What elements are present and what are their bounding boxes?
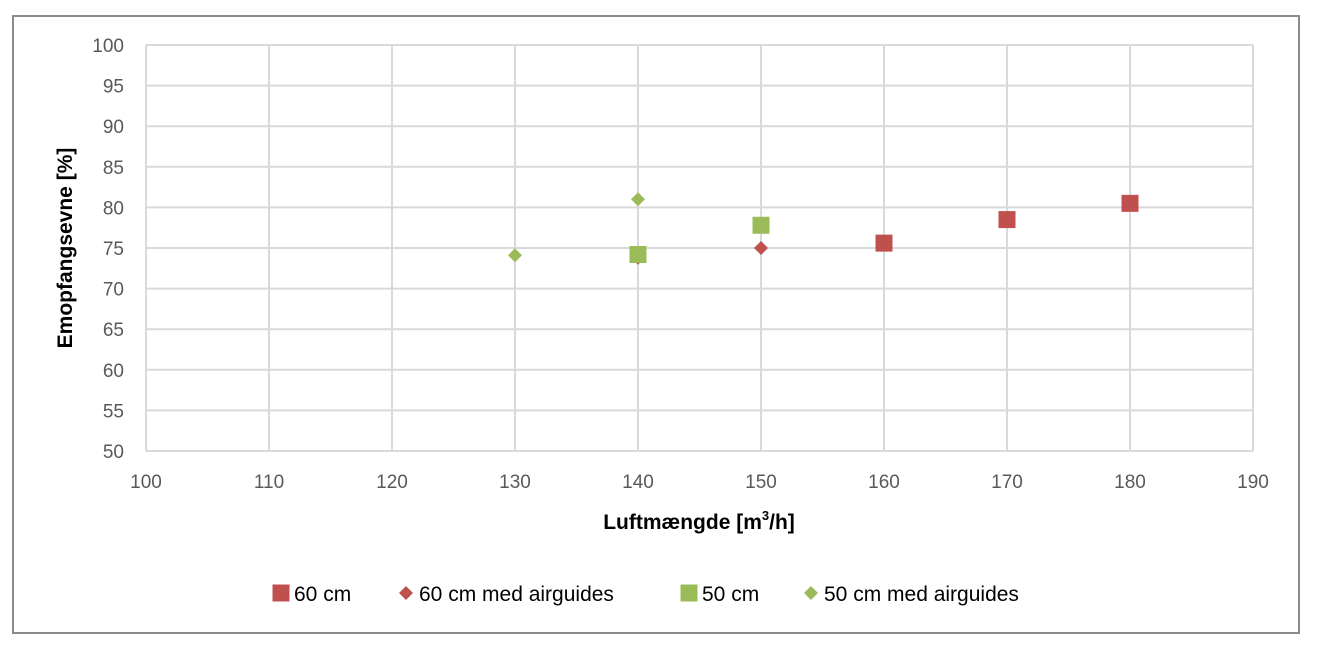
- y-tick-label: 70: [103, 280, 124, 301]
- x-tick-label: 190: [1237, 472, 1269, 493]
- data-point: [752, 216, 770, 234]
- chart-frame: [12, 15, 1300, 634]
- x-tick-label: 150: [745, 472, 777, 493]
- legend-marker: [399, 586, 413, 600]
- legend-label: 50 cm: [702, 583, 759, 606]
- y-tick-label: 65: [103, 320, 124, 341]
- x-axis-title-superscript: 3: [762, 508, 769, 523]
- legend-label: 50 cm med airguides: [824, 583, 1019, 606]
- x-tick-label: 130: [499, 472, 531, 493]
- data-point: [875, 234, 893, 252]
- legend-label: 60 cm med airguides: [419, 583, 614, 606]
- data-point: [508, 248, 522, 263]
- y-tick-label: 85: [103, 158, 124, 179]
- data-point: [629, 245, 647, 263]
- x-tick-label: 180: [1114, 472, 1146, 493]
- y-tick-label: 60: [103, 361, 124, 382]
- y-tick-label: 55: [103, 401, 124, 422]
- x-tick-label: 170: [991, 472, 1023, 493]
- data-point: [631, 192, 645, 207]
- tick-labels: 50 55 60 65 70 75 80 85 90 95 100 100 110 120 130 140 15…: [92, 36, 1269, 493]
- x-tick-label: 100: [130, 472, 162, 493]
- x-axis-title-tail: /h]: [769, 511, 795, 534]
- y-tick-label: 50: [103, 442, 124, 463]
- data-point: [1121, 194, 1139, 212]
- data-point: [998, 211, 1016, 229]
- x-tick-label: 140: [622, 472, 654, 493]
- legend-label: 60 cm: [294, 583, 351, 606]
- data-points: [508, 192, 1139, 265]
- grid: [145, 44, 1254, 452]
- data-point: [754, 241, 768, 255]
- x-tick-label: 160: [868, 472, 900, 493]
- y-tick-label: 75: [103, 239, 124, 260]
- x-tick-label: 120: [376, 472, 408, 493]
- y-tick-label: 100: [92, 36, 124, 57]
- y-tick-label: 95: [103, 77, 124, 98]
- y-tick-label: 90: [103, 117, 124, 138]
- x-axis-title-main: Luftmængde [m: [603, 511, 762, 534]
- legend-marker: [680, 584, 698, 602]
- y-tick-label: 80: [103, 198, 124, 219]
- legend-marker: [272, 584, 290, 602]
- y-axis-title: Emopfangsevne [%]: [54, 148, 77, 349]
- x-axis-title: Luftmængde [m3/h]: [603, 508, 795, 534]
- x-tick-label: 110: [254, 472, 284, 493]
- legend: 60 cm 60 cm med airguides 50 cm 50 cm med a…: [272, 583, 1019, 606]
- legend-marker: [804, 586, 818, 600]
